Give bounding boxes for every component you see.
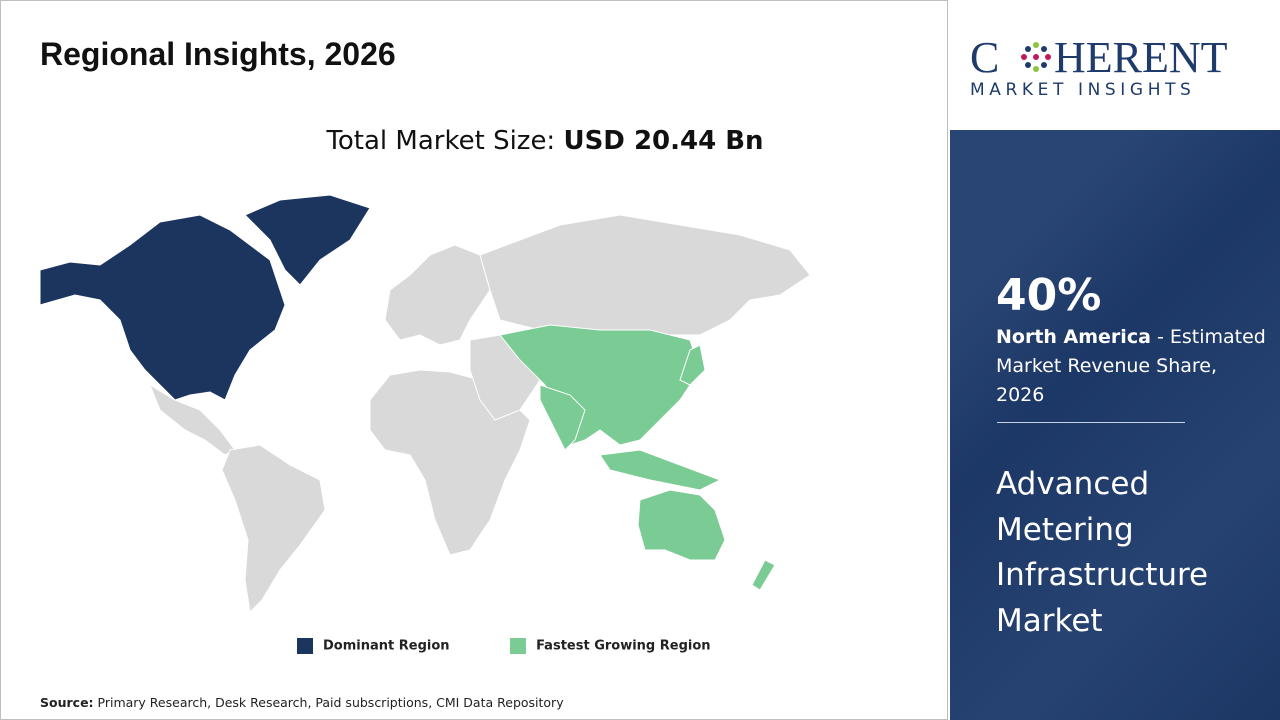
legend-item: Dominant Region <box>297 638 450 654</box>
region-name: North America <box>996 326 1151 348</box>
new-zealand <box>751 559 776 591</box>
legend: Dominant Region Fastest Growing Region <box>297 638 767 654</box>
southeast-asia <box>599 449 722 491</box>
legend-item: Fastest Growing Region <box>510 638 711 654</box>
logo-graphic: C HERENT MARKET INSIGHTS <box>970 33 1228 100</box>
description: - Estimated Market Revenue Share, 2026 <box>996 326 1266 406</box>
sidebar: 40% North America - Estimated Market Rev… <box>950 130 1280 720</box>
legend-label: Dominant Region <box>323 638 450 654</box>
source-label: Source: <box>40 695 94 710</box>
market-name: Advanced Metering Infrastructure Market <box>996 466 1209 639</box>
europe <box>384 244 491 346</box>
australia <box>637 489 726 561</box>
japan <box>679 344 706 386</box>
title: Regional Insights, 2026 <box>40 36 396 72</box>
divider <box>997 422 1185 423</box>
logo-icon <box>1021 42 1051 72</box>
legend-swatch <box>510 638 527 654</box>
logo-letter: C <box>970 33 999 82</box>
share-description: North America - Estimated Market Revenue… <box>996 323 1266 410</box>
logo-name: HERENT <box>1054 33 1228 82</box>
source-text: Primary Research, Desk Research, Paid su… <box>97 695 564 710</box>
logo-tagline: MARKET INSIGHTS <box>970 80 1195 100</box>
world-map <box>39 194 811 614</box>
africa <box>369 369 531 556</box>
russia <box>479 214 811 336</box>
legend-label: Fastest Growing Region <box>536 638 711 654</box>
market-size-label: Total Market Size: <box>326 126 556 156</box>
share-value: 40% <box>996 270 1102 321</box>
source: Source: Primary Research, Desk Research,… <box>40 695 564 710</box>
logo: C HERENT MARKET INSIGHTS <box>950 0 1280 130</box>
south-america <box>221 444 326 614</box>
market-size-value: USD 20.44 Bn <box>563 126 764 156</box>
north-america <box>39 214 286 401</box>
market-size: Total Market Size: USD 20.44 Bn <box>0 126 1090 156</box>
legend-swatch <box>297 638 313 654</box>
india <box>539 384 586 451</box>
greenland <box>244 194 371 286</box>
